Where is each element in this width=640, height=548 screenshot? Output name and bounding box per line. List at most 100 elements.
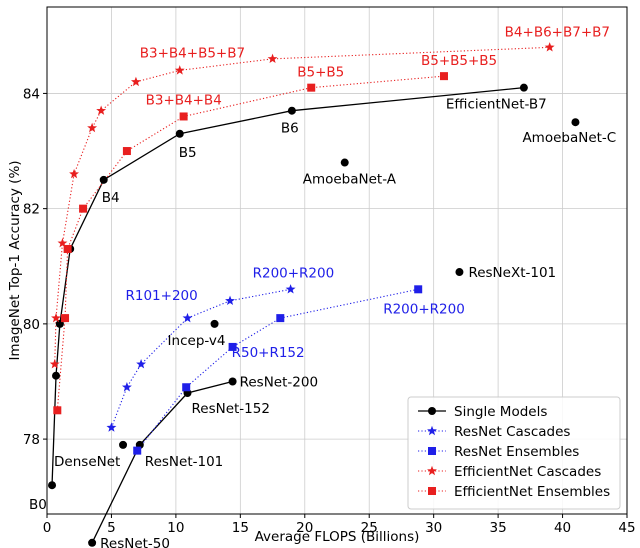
data-point [61,314,70,323]
y-tick-label: 84 [23,86,40,102]
data-point [340,158,349,167]
point-label: R101+200 [125,288,197,304]
point-label: B6 [281,121,299,137]
data-point [49,359,60,369]
point-label: R200+R200 [253,265,335,281]
legend-label: ResNet Cascades [454,424,570,440]
legend-label: EfficientNet Cascades [454,464,601,480]
data-point [267,53,278,64]
point-label: ResNet-50 [100,536,170,548]
y-tick-label: 82 [23,202,40,218]
series-line [110,288,291,428]
legend-marker [428,487,436,495]
series-line [56,75,445,411]
point-label: B5+B5+B5 [421,53,497,69]
series-markers [48,42,580,547]
axis-ticks: 0 5 10 15 20 25 30 35 40 45 78 80 82 84 [23,86,636,536]
data-point [179,112,188,121]
legend-label: ResNet Ensembles [454,444,579,460]
point-label: R50+R152 [232,345,305,361]
data-point [175,129,184,138]
y-tick-label: 80 [23,317,40,333]
point-label: ResNet-152 [191,401,269,417]
point-label: B4 [102,190,120,206]
data-point [228,342,237,351]
point-label: EfficientNet-B7 [446,97,547,113]
data-point [48,481,57,490]
point-label: DenseNet [54,454,120,470]
data-point [174,65,185,75]
point-label: B4+B6+B7+B7 [505,24,610,40]
data-point [414,285,423,294]
x-tick-label: 35 [490,520,507,536]
legend-box [407,396,621,510]
x-tick-label: 5 [107,520,116,536]
data-point [69,168,80,179]
legend-marker [428,447,436,455]
series-line [91,380,233,544]
data-point [225,295,235,306]
point-label: ResNeXt-101 [468,265,556,281]
data-point [119,440,128,449]
x-tick-label: 45 [618,520,635,536]
point-label: B5 [179,145,197,161]
x-tick-label: 10 [167,520,184,536]
legend-marker [428,407,436,415]
point-labels: B0 B4 B5 B6 EfficientNet-B7 ResNet-50 ResNet-1… [29,24,616,548]
x-tick-label: 40 [554,520,571,536]
data-point [87,122,98,133]
legend-marker [427,425,437,436]
legend-label: EfficientNet Ensembles [454,484,610,500]
data-point [63,244,72,253]
point-label: B0 [29,497,47,513]
data-point [53,406,62,415]
data-point [228,377,237,386]
point-label: AmoebaNet-A [303,172,397,188]
point-label: ResNet-200 [240,374,318,390]
data-point [285,284,296,294]
data-point [307,83,316,92]
data-point [182,383,191,392]
data-point [136,359,147,369]
data-point [276,314,285,323]
data-point [287,106,296,115]
point-label: AmoebaNet-C [522,130,616,146]
x-tick-label: 15 [232,520,249,536]
data-point [544,42,555,52]
data-point [122,147,131,156]
x-tick-label: 30 [425,520,442,536]
data-point [210,319,219,328]
data-point [130,76,141,87]
data-point [88,538,97,547]
point-label: Incep-v4 [168,333,226,349]
data-point [133,446,142,455]
point-label: B3+B4+B5+B7 [140,45,245,61]
data-point [106,422,117,432]
data-point [51,312,61,323]
legend-marker [427,465,437,476]
data-point [455,268,464,277]
y-axis-title: ImageNet Top-1 Accuracy (%) [7,160,23,360]
data-point [99,175,108,184]
data-point [571,118,580,127]
data-point [79,204,88,213]
y-tick-label: 78 [23,432,40,448]
data-point [519,83,528,92]
x-tick-label: 20 [296,520,313,536]
data-point [52,371,61,380]
data-point [96,105,107,115]
x-axis-title: Average FLOPS (Billions) [255,529,420,545]
x-tick-label: 25 [361,520,378,536]
point-label: B5+B5 [297,65,344,81]
point-label: R200+R200 [383,301,465,317]
plot-frame [46,6,628,515]
point-label: B3+B4+B4 [146,92,222,108]
data-point [182,312,193,323]
data-point [439,72,448,81]
legend-label: Single Models [454,404,547,420]
x-tick-label: 0 [43,520,52,536]
legend: Single Models ResNet Cascades ResNet Ensem… [407,396,621,510]
point-label: ResNet-101 [145,454,223,470]
data-point [121,382,132,392]
